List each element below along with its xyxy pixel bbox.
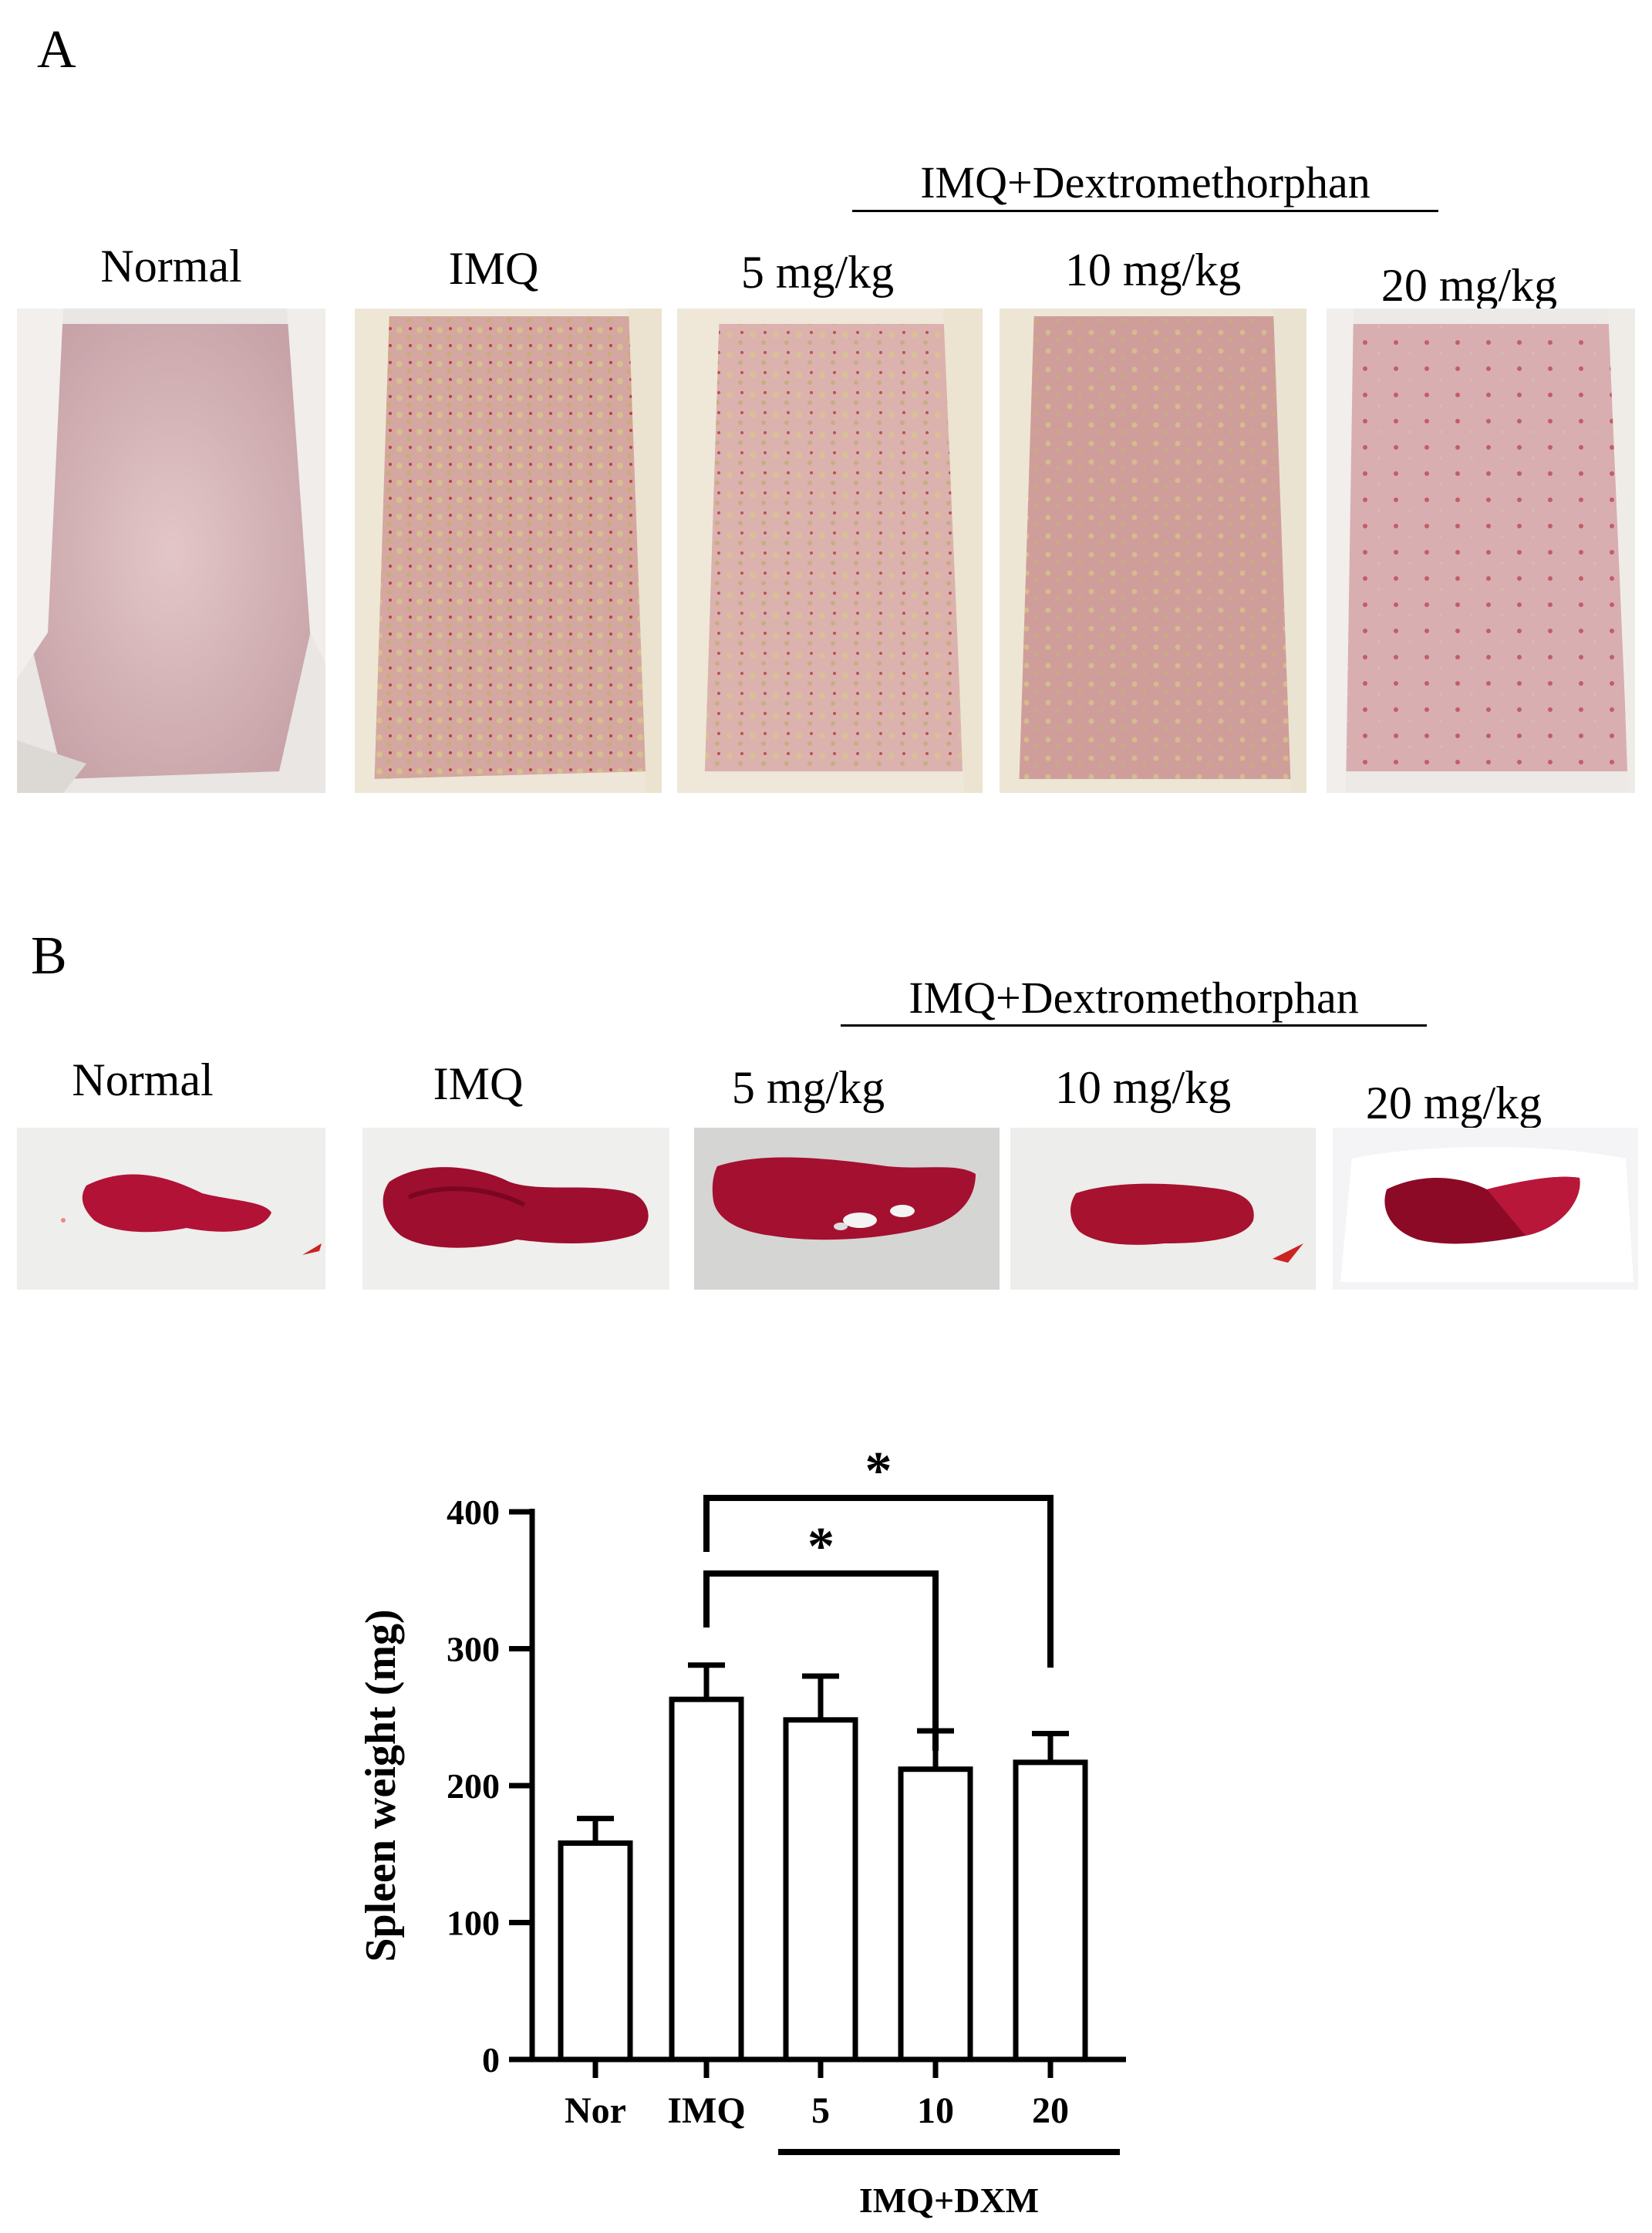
panel-a-letter: A (37, 20, 76, 79)
skin-photo-10mg (1000, 309, 1306, 793)
panel-b-group-label: IMQ+Dextromethorphan (909, 973, 1359, 1023)
spleen-photo-20mg (1333, 1128, 1638, 1290)
spleen-photo-10mg (1010, 1128, 1316, 1290)
panel-b-label-5mg: 5 mg/kg (731, 1062, 885, 1113)
bar-20 (1013, 1759, 1088, 2063)
panel-b-letter: B (31, 926, 67, 986)
x-tick-label-20: 20 (1032, 2090, 1069, 2131)
bar-IMQ (669, 1696, 744, 2063)
spleen-photo-imq (362, 1128, 669, 1290)
bar-5 (783, 1717, 858, 2063)
panel-a-label-10mg: 10 mg/kg (1064, 245, 1242, 295)
skin-photo-5mg (677, 309, 983, 793)
y-tick-label-200: 200 (447, 1766, 500, 1806)
y-tick-label-400: 400 (447, 1493, 500, 1532)
bar-10 (898, 1766, 973, 2063)
skin-photo-imq (355, 309, 662, 793)
bar-Nor (558, 1840, 633, 2063)
panel-a-label-20mg: 20 mg/kg (1381, 260, 1558, 311)
x-tick-label-Nor: Nor (565, 2090, 626, 2131)
significance-bracket-IMQ-10 (703, 1570, 939, 1751)
x-tick-label-5: 5 (811, 2090, 830, 2131)
panel-b-label-20mg: 20 mg/kg (1365, 1078, 1542, 1128)
panel-a-group-label: IMQ+Dextromethorphan (920, 157, 1370, 207)
y-axis-label: Spleen weight (mg) (357, 1609, 405, 1961)
panel-a-group-rule (852, 210, 1438, 212)
panel-b-label-imq: IMQ (433, 1058, 524, 1109)
x-tick-label-IMQ: IMQ (667, 2090, 745, 2131)
skin-photo-normal (17, 309, 325, 793)
spleen-photo-5mg (694, 1128, 1000, 1290)
y-tick-label-100: 100 (447, 1904, 500, 1943)
spleen-photo-normal (17, 1128, 325, 1290)
significance-star-IMQ-20: * (865, 1442, 892, 1501)
panel-b-group-rule (841, 1024, 1427, 1027)
panel-a-label-normal: Normal (100, 241, 242, 292)
panel-a-label-5mg: 5 mg/kg (740, 247, 895, 298)
panel-b-label-10mg: 10 mg/kg (1054, 1062, 1232, 1113)
y-tick-label-0: 0 (482, 2040, 500, 2080)
panel-a-label-imq: IMQ (448, 243, 539, 294)
x-tick-label-10: 10 (917, 2090, 954, 2131)
skin-photo-20mg (1327, 309, 1635, 793)
significance-bracket-IMQ-20 (703, 1495, 1054, 1668)
significance-star-IMQ-10: * (807, 1517, 834, 1577)
y-tick-label-300: 300 (447, 1630, 500, 1669)
panel-b-label-normal: Normal (72, 1054, 214, 1105)
x-group-label: IMQ+DXM (859, 2181, 1039, 2220)
